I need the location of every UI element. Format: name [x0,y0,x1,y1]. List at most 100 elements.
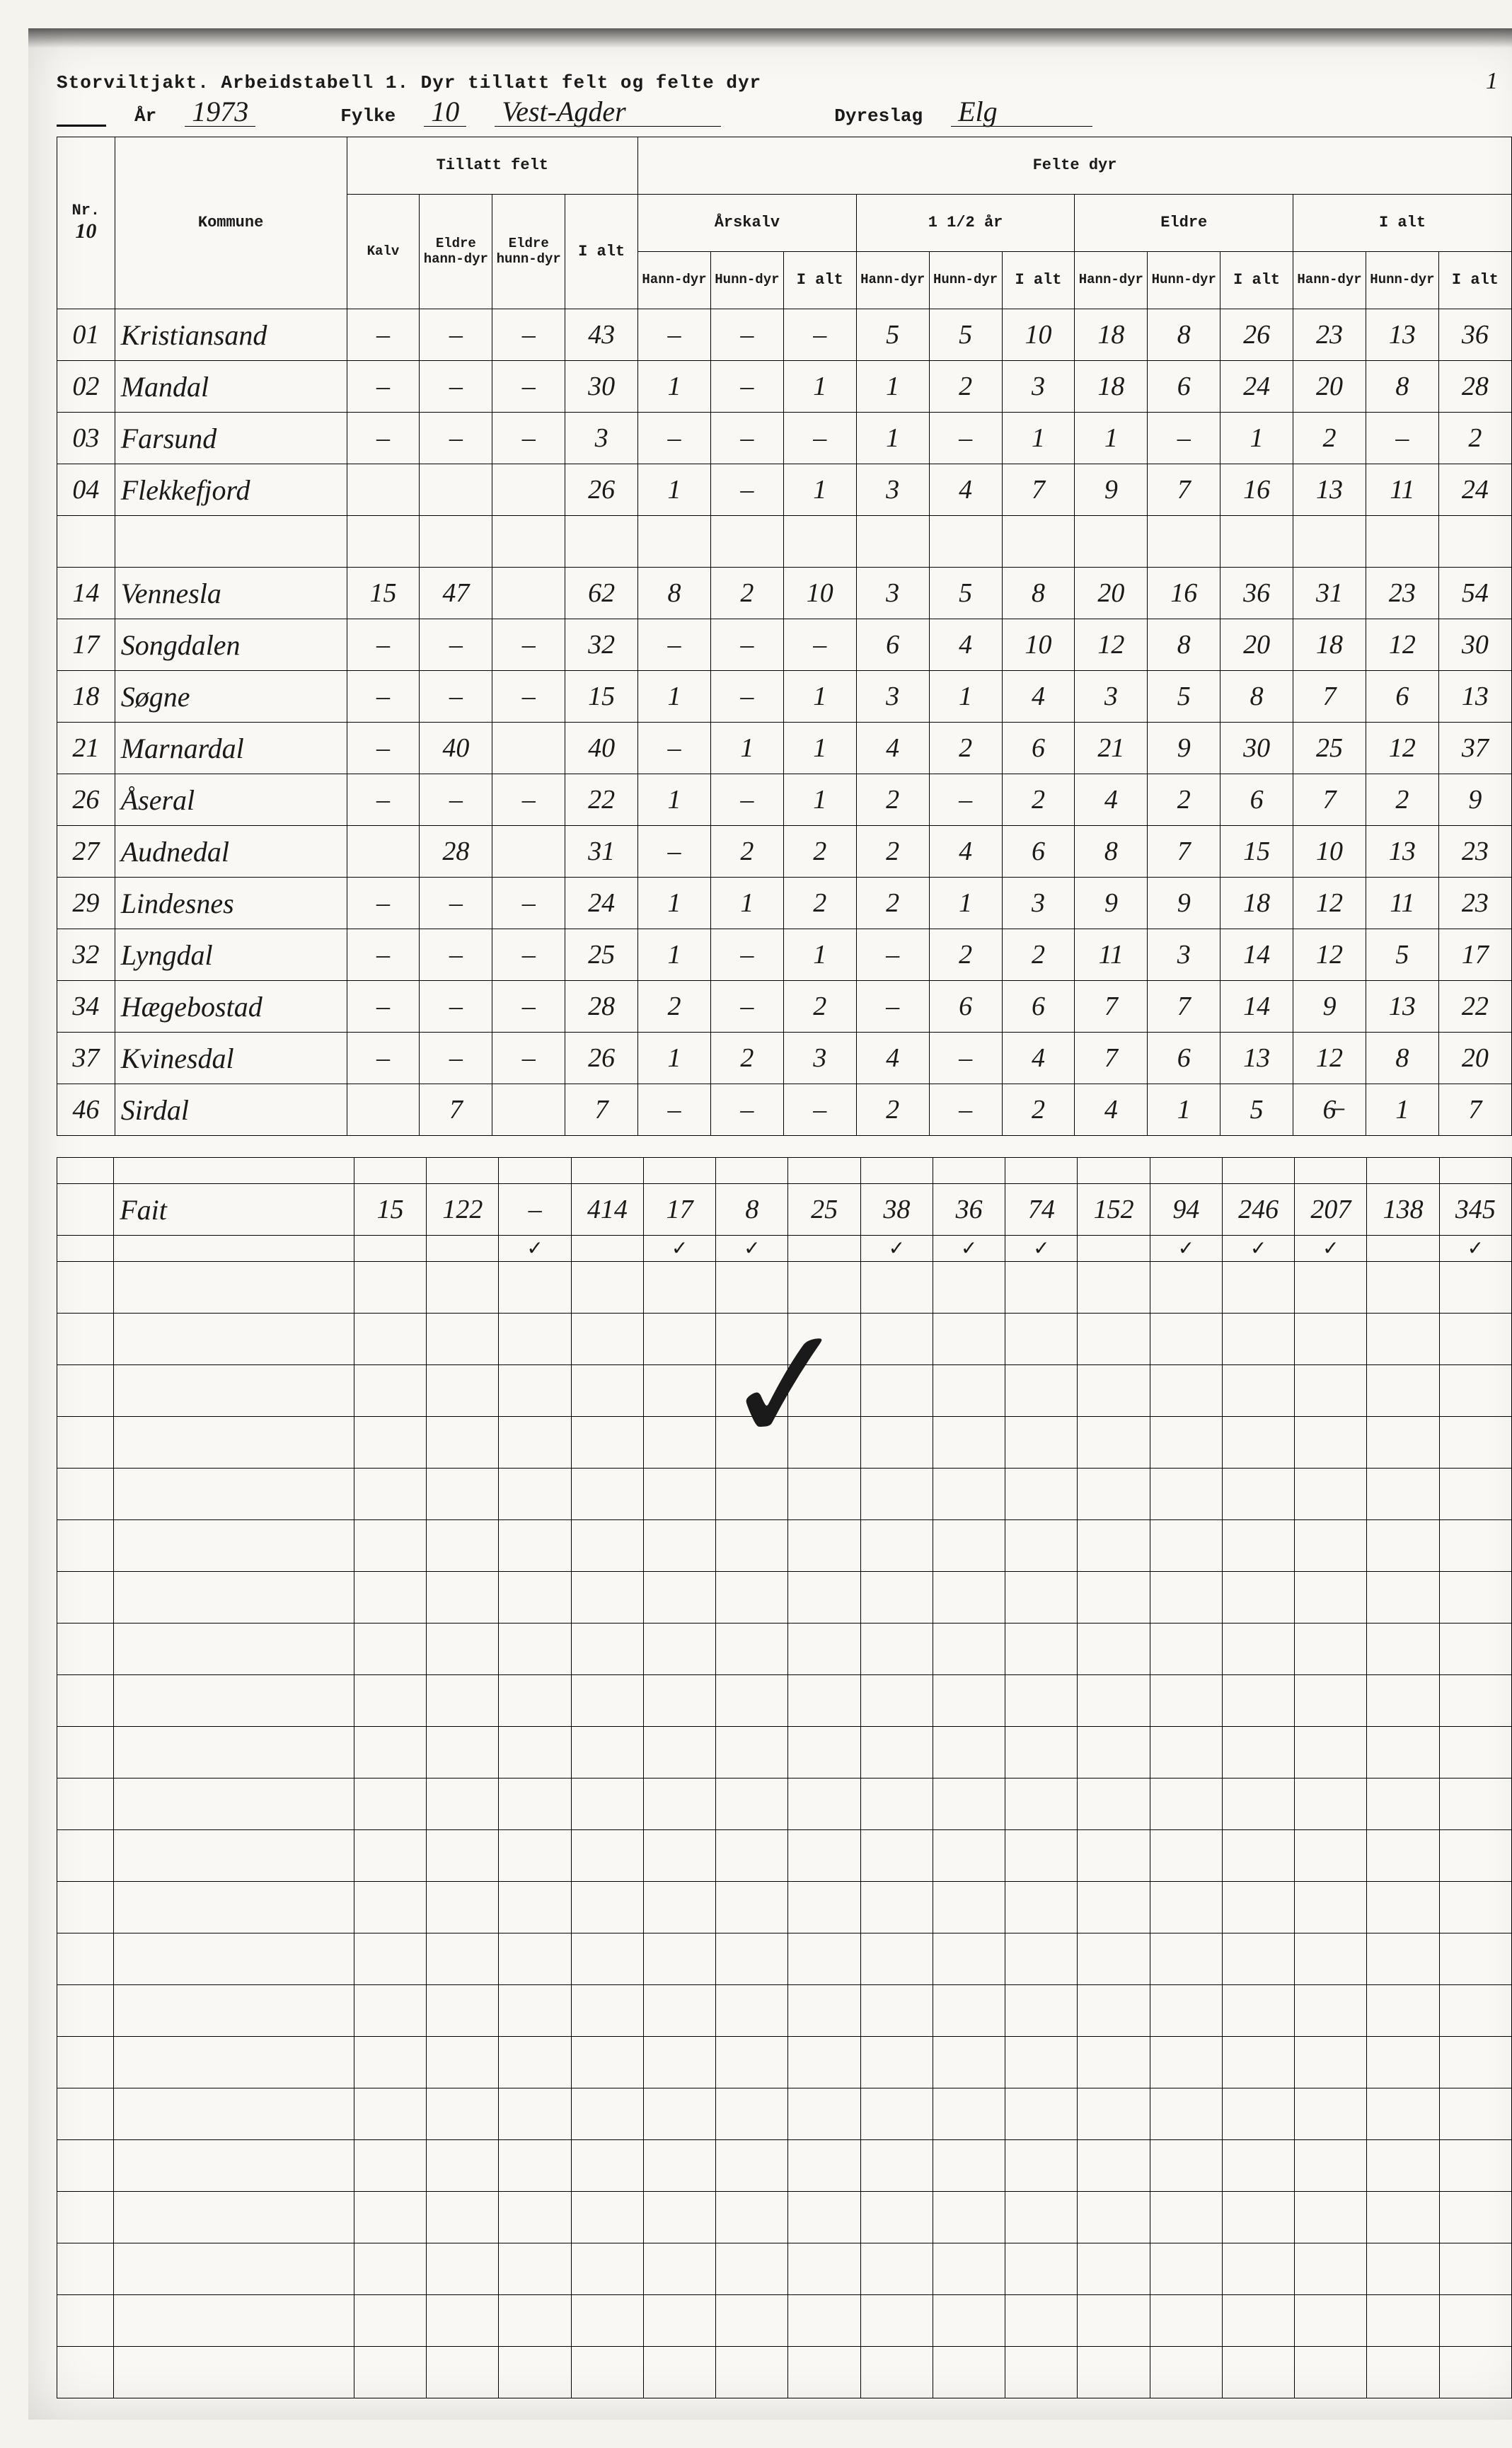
cell-empty [1222,1469,1294,1520]
cell-empty [114,1158,354,1184]
cell-empty [499,2243,571,2295]
cell-value: 1 [710,878,783,929]
data-table: Nr. 10 Kommune Tillatt felt Felte dyr Ka… [57,137,1512,1136]
cell-empty [114,1314,354,1365]
cell-value: 2 [929,361,1002,413]
cell-tick [1367,1236,1439,1262]
cell-empty [427,1985,499,2037]
empty-row [57,2347,1512,2398]
cell-value [1366,516,1438,568]
cell-empty [643,2192,715,2243]
cell-empty [114,2295,354,2347]
cell-empty [114,1236,354,1262]
cell-empty [933,1882,1005,1933]
cell-empty [788,1882,860,1933]
cell-value [492,568,565,619]
cell-nr: 26 [57,774,115,826]
cell-value: – [420,774,492,826]
cell-nr: 03 [57,413,115,464]
cell-empty [571,2192,643,2243]
cell-value: 3 [1002,878,1075,929]
fylke-num: 10 [424,98,466,127]
cell-value: 246 [1222,1184,1294,1236]
cell-empty [1150,1417,1222,1469]
cell-value: 25 [1293,723,1366,774]
cell-empty [114,2140,354,2192]
cell-value: 36 [1220,568,1293,619]
cell-tick: ✓ [933,1236,1005,1262]
cell-value: – [856,981,929,1033]
cell-empty [1005,2140,1078,2192]
cell-empty [1150,1933,1222,1985]
cell-empty [571,1778,643,1830]
cell-empty [57,1417,114,1469]
empty-row [57,1933,1512,1985]
cell-empty [716,1933,788,1985]
cell-empty [499,1830,571,1882]
cell-value: 1 [783,929,856,981]
cell-value: – [638,723,711,774]
cell-empty [933,1778,1005,1830]
cell-value: 2 [856,878,929,929]
cell-value: 2 [1293,413,1366,464]
cell-empty [354,2037,426,2088]
cell-value [783,516,856,568]
th-t-hunn: Hunn-dyr [1366,252,1438,309]
cell-empty [716,1830,788,1882]
table-row: 26Åseral–––221–12–2426729 [57,774,1512,826]
cell-empty [571,1933,643,1985]
cell-empty [1005,1520,1078,1572]
cell-tick [788,1236,860,1262]
cell-value: 6 [1002,723,1075,774]
cell-value: 2 [1002,929,1075,981]
cell-empty [354,1469,426,1520]
th-e-hunn: Hunn-dyr [1148,252,1220,309]
cell-empty [1078,2037,1150,2088]
cell-empty [1439,1933,1511,1985]
cell-empty [1222,1572,1294,1624]
cell-value [492,516,565,568]
cell-value: 1 [638,878,711,929]
cell-empty [499,1882,571,1933]
cell-empty [1078,1262,1150,1314]
cell-value: – [492,361,565,413]
cell-value [492,464,565,516]
cell-value: 1 [1366,1084,1438,1136]
cell-nr: 17 [57,619,115,671]
cell-value: – [347,723,420,774]
cell-empty [933,1675,1005,1727]
cell-empty [933,1624,1005,1675]
cell-value: 13 [1366,309,1438,361]
cell-empty [1439,2140,1511,2192]
cell-kommune: Hægebostad [115,981,347,1033]
cell-empty [1005,1727,1078,1778]
cell-kommune: Mandal [115,361,347,413]
cell-empty [1078,1624,1150,1675]
cell-empty [571,1417,643,1469]
cell-value: 4 [929,826,1002,878]
cell-nr: 34 [57,981,115,1033]
cell-value: – [420,929,492,981]
cell-empty [1222,1933,1294,1985]
cell-empty [1439,1314,1511,1365]
cell-empty [1295,1778,1367,1830]
cell-value [347,464,420,516]
empty-row [57,2243,1512,2295]
cell-empty [1222,1262,1294,1314]
cell-value: 17 [1438,929,1511,981]
cell-value: – [492,413,565,464]
cell-value: 1 [638,1033,711,1084]
cell-empty [499,2088,571,2140]
cell-empty [1439,2088,1511,2140]
cell-value: 15 [347,568,420,619]
cell-value: 30 [1220,723,1293,774]
cell-empty [860,1572,933,1624]
cell-empty [788,1314,860,1365]
cell-empty [114,1933,354,1985]
cell-empty [1222,1417,1294,1469]
cell-empty [427,1778,499,1830]
cell-value: 3 [856,671,929,723]
table-row [57,516,1512,568]
cell-value: 13 [1366,826,1438,878]
cell-empty [499,2347,571,2398]
